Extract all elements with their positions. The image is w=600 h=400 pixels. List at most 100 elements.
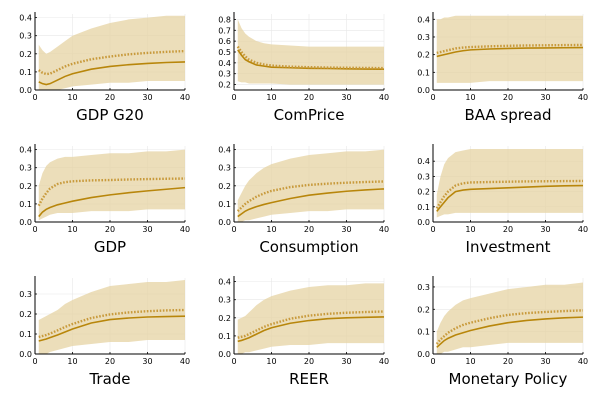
confidence-band — [237, 283, 384, 354]
x-tick-label: 20 — [105, 357, 115, 366]
panel-2: 0 10 20 30 40 0.2 0.3 0.4 0.5 0.6 0.7 0.8 ComPrice — [218, 12, 389, 124]
y-tick-label: 0.1 — [417, 328, 430, 337]
x-tick-label: 10 — [266, 93, 276, 102]
y-tick-label: 0.1 — [19, 68, 32, 77]
x-tick-label: 10 — [266, 357, 276, 366]
confidence-band — [38, 280, 185, 354]
series-line-solid — [436, 184, 584, 212]
x-tick-label: 20 — [105, 93, 115, 102]
x-tick-label: 30 — [341, 225, 351, 234]
y-tick-label: 0.1 — [417, 203, 430, 212]
y-tick-label: 0.1 — [19, 200, 32, 209]
x-tick-label: 10 — [465, 225, 475, 234]
x-tick-label: 0 — [231, 357, 236, 366]
y-tick-label: 0.4 — [19, 146, 32, 155]
x-tick-label: 40 — [379, 225, 389, 234]
panel-8: 0 10 20 30 40 0.0 0.1 0.2 0.3 0.4 REER — [218, 276, 389, 388]
y-tick-label: 0.1 — [417, 68, 430, 77]
y-tick-label: 0.4 — [417, 15, 430, 24]
x-tick-label: 0 — [231, 93, 236, 102]
y-tick-label: 0.2 — [417, 305, 430, 314]
panel-title: Monetary Policy — [449, 370, 568, 388]
series-line-solid — [237, 316, 385, 343]
x-tick-label: 30 — [142, 225, 152, 234]
y-tick-label: 0.4 — [218, 59, 231, 68]
y-tick-label: 0.4 — [417, 157, 430, 166]
panel-1: 0 10 20 30 40 0.0 0.1 0.2 0.3 0.4 GDP G20 — [19, 12, 190, 124]
y-tick-label: 0.1 — [19, 330, 32, 339]
series-line-dotted — [38, 49, 186, 76]
x-tick-label: 0 — [32, 225, 37, 234]
x-tick-label: 0 — [32, 93, 37, 102]
confidence-band — [237, 149, 384, 222]
y-tick-label: 0.2 — [19, 50, 32, 59]
x-tick-label: 40 — [578, 93, 588, 102]
x-tick-label: 40 — [180, 93, 190, 102]
y-tick-label: 0.3 — [218, 164, 231, 173]
x-tick-label: 20 — [304, 357, 314, 366]
x-tick-label: 20 — [304, 93, 314, 102]
x-tick-label: 10 — [266, 225, 276, 234]
x-tick-label: 0 — [430, 93, 435, 102]
y-tick-label: 0.0 — [19, 86, 32, 95]
panel-title: ComPrice — [274, 106, 345, 124]
panel-title: GDP — [94, 238, 126, 256]
x-tick-label: 10 — [465, 93, 475, 102]
x-tick-label: 10 — [67, 357, 77, 366]
panel-7: 0 10 20 30 40 0.0 0.1 0.2 0.3 Trade — [19, 276, 190, 388]
x-tick-label: 20 — [304, 225, 314, 234]
x-tick-label: 0 — [32, 357, 37, 366]
y-tick-label: 0.3 — [218, 70, 231, 79]
y-tick-label: 0.8 — [218, 15, 231, 24]
confidence-band — [436, 149, 583, 218]
y-tick-label: 0.3 — [417, 283, 430, 292]
x-tick-label: 40 — [578, 357, 588, 366]
y-tick-label: 0.1 — [218, 332, 231, 341]
y-tick-label: 0.4 — [218, 146, 231, 155]
x-tick-label: 10 — [67, 93, 77, 102]
y-tick-label: 0.2 — [417, 188, 430, 197]
panel-title: BAA spread — [464, 106, 551, 124]
x-tick-label: 20 — [503, 225, 513, 234]
series-line-solid — [436, 46, 584, 58]
x-tick-label: 40 — [180, 357, 190, 366]
y-tick-label: 0.3 — [19, 164, 32, 173]
y-tick-label: 0.3 — [218, 296, 231, 305]
panel-4: 0 10 20 30 40 0.0 0.1 0.2 0.3 0.4 GDP — [19, 144, 190, 256]
panel-6: 0 10 20 30 40 0.0 0.1 0.2 0.3 0.4 Investment — [417, 144, 588, 256]
series-line-dotted — [236, 45, 385, 70]
x-tick-label: 0 — [231, 225, 236, 234]
panel-title: REER — [289, 370, 329, 388]
x-tick-label: 30 — [142, 93, 152, 102]
y-tick-label: 0.3 — [19, 32, 32, 41]
x-tick-label: 40 — [379, 357, 389, 366]
y-tick-label: 0.0 — [417, 218, 430, 227]
x-tick-label: 10 — [465, 357, 475, 366]
y-tick-label: 0.3 — [417, 172, 430, 181]
panel-title: GDP G20 — [76, 106, 144, 124]
y-tick-label: 0.2 — [19, 310, 32, 319]
series-line-solid — [436, 316, 584, 348]
x-tick-label: 40 — [180, 225, 190, 234]
panel-5: 0 10 20 30 40 0.0 0.1 0.2 0.3 0.4 Consumption — [218, 144, 389, 256]
panel-title: Investment — [466, 238, 551, 256]
y-tick-label: 0.2 — [218, 81, 231, 90]
y-tick-label: 0.0 — [19, 350, 32, 359]
panel-9: 0 10 20 30 40 0.0 0.1 0.2 0.3 Monetary Policy — [417, 276, 588, 388]
series-line-dotted — [38, 308, 186, 339]
x-tick-label: 20 — [503, 93, 513, 102]
confidence-band — [38, 15, 185, 91]
x-tick-label: 20 — [105, 225, 115, 234]
series-line-solid — [38, 186, 186, 218]
y-tick-label: 0.1 — [218, 200, 231, 209]
confidence-band — [38, 149, 185, 221]
panel-3: 0 10 20 30 40 0.0 0.1 0.2 0.3 0.4 BAA spread — [417, 12, 588, 124]
y-tick-label: 0.6 — [218, 37, 231, 46]
confidence-band — [436, 282, 583, 354]
panel-title: Consumption — [259, 238, 358, 256]
panel-title: Trade — [88, 370, 130, 388]
series-line-dotted — [435, 309, 584, 345]
series-line-solid — [38, 315, 186, 342]
x-tick-label: 40 — [578, 225, 588, 234]
